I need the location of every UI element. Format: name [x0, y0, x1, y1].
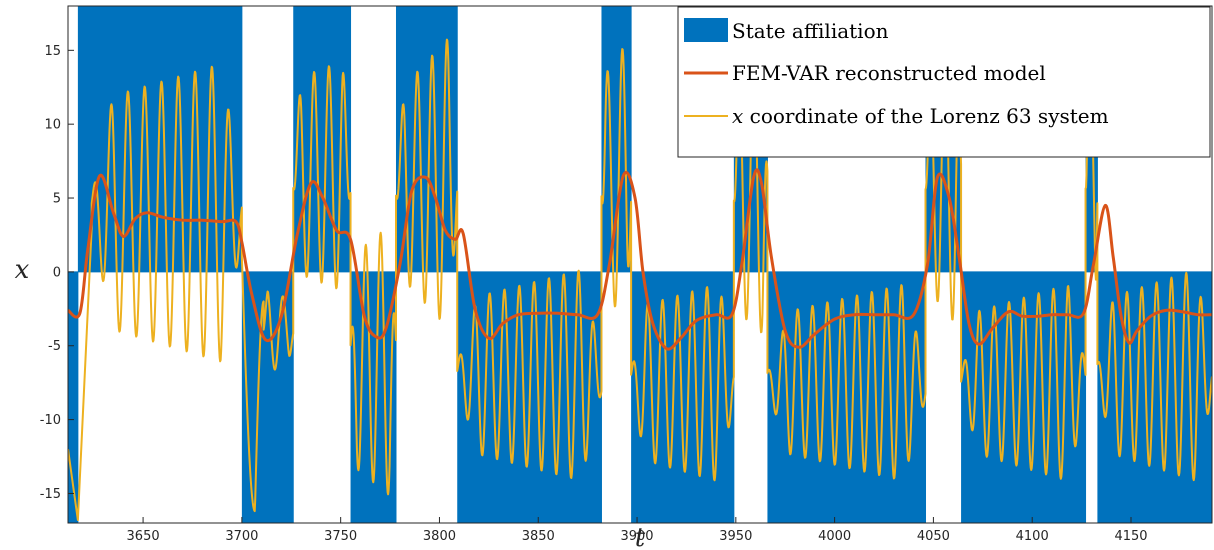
legend-label-lorenz-x-text: coordinate of the Lorenz 63 system — [743, 104, 1108, 128]
state-bar-1 — [77, 6, 243, 272]
legend-label-fem-var: FEM-VAR reconstructed model — [732, 61, 1046, 85]
legend-label-lorenz-x-math: x — [732, 104, 743, 128]
x-tick-label-3750: 3750 — [324, 529, 357, 544]
x-tick-labels: 3650 3700 3750 3800 3850 3900 3950 4000 4050 4100… — [127, 517, 1148, 544]
x-tick-label-3800: 3800 — [423, 529, 456, 544]
y-tick-label--10: -10 — [40, 413, 61, 428]
x-axis-label: t — [635, 523, 646, 550]
lorenz-x-series — [68, 38, 1212, 522]
y-tick-label-0: 0 — [53, 265, 61, 280]
y-tick-labels: 15 10 5 0 -5 -10 -15 — [40, 44, 74, 502]
legend-box — [677, 6, 1211, 158]
x-tick-label-4150: 4150 — [1114, 529, 1147, 544]
y-axis-label: x — [15, 255, 30, 285]
lorenz-x-line — [68, 38, 1212, 522]
y-tick-label--15: -15 — [40, 487, 61, 502]
legend-state-affiliation-swatch — [684, 18, 728, 42]
state-bar-0 — [68, 271, 79, 523]
y-tick-label-15: 15 — [44, 44, 61, 59]
x-tick-label-3850: 3850 — [522, 529, 555, 544]
x-tick-label-3950: 3950 — [719, 529, 752, 544]
y-tick-label--5: -5 — [48, 339, 61, 354]
x-tick-label-4000: 4000 — [818, 529, 851, 544]
x-tick-label-3650: 3650 — [127, 529, 160, 544]
legend-label-state-affiliation: State affiliation — [732, 19, 889, 43]
fem-var-line — [68, 168, 1212, 351]
x-tick-label-4050: 4050 — [917, 529, 950, 544]
axes — [67, 5, 1213, 524]
x-tick-label-3700: 3700 — [225, 529, 258, 544]
y-tick-label-5: 5 — [53, 192, 61, 207]
legend: State affiliation FEM-VAR reconstructed … — [677, 6, 1211, 158]
legend-label-lorenz-x: x coordinate of the Lorenz 63 system — [732, 104, 1109, 128]
x-tick-label-4100: 4100 — [1016, 529, 1049, 544]
fem-var-series — [68, 168, 1212, 351]
y-tick-label-10: 10 — [44, 118, 61, 133]
axes-box — [67, 5, 1213, 524]
x-tick-label-3900: 3900 — [620, 529, 653, 544]
